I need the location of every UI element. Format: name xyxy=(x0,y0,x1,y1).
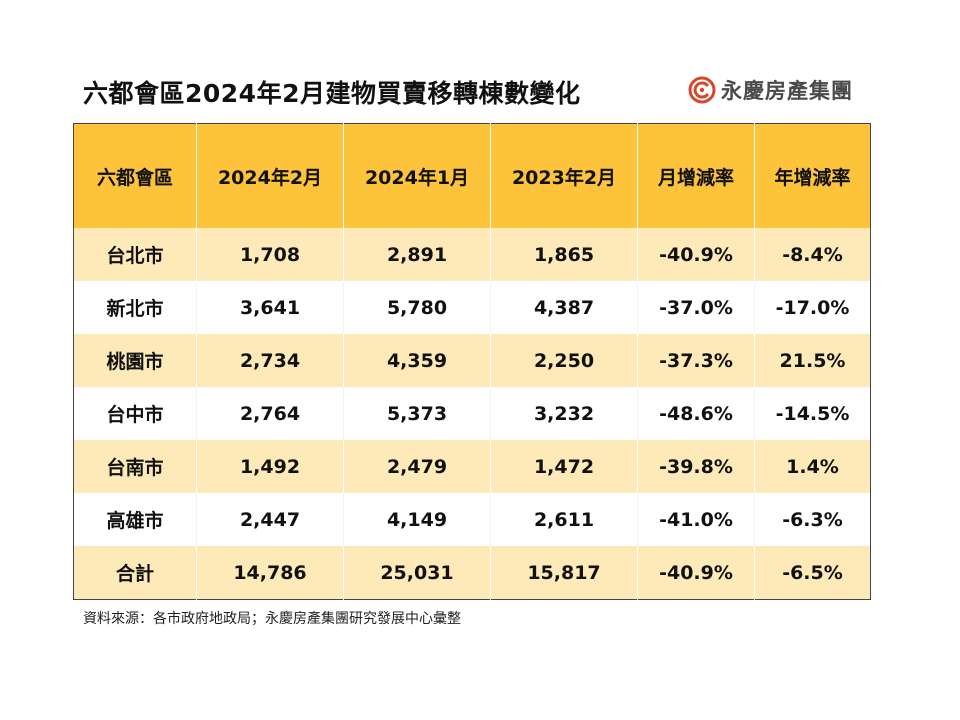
rate-cell: -6.3% xyxy=(754,493,871,546)
rate-cell: -37.3% xyxy=(637,334,755,387)
value-cell: 3,641 xyxy=(196,281,344,334)
value-cell: 1,708 xyxy=(196,228,344,281)
column-header: 2024年1月 xyxy=(343,123,491,228)
total-rate-cell: -40.9% xyxy=(637,546,755,600)
value-cell: 2,479 xyxy=(343,440,491,493)
rate-cell: -37.0% xyxy=(637,281,755,334)
value-cell: 2,764 xyxy=(196,387,344,440)
table-row: 高雄市 2,447 4,149 2,611 -41.0% -6.3% xyxy=(73,493,871,546)
value-cell: 2,250 xyxy=(490,334,638,387)
value-cell: 1,865 xyxy=(490,228,638,281)
value-cell: 4,359 xyxy=(343,334,491,387)
column-header: 六都會區 xyxy=(73,123,197,228)
transfer-table: 六都會區 2024年2月 2024年1月 2023年2月 月增減率 年增減率 台… xyxy=(73,123,871,600)
city-cell: 桃園市 xyxy=(73,334,197,387)
value-cell: 2,734 xyxy=(196,334,344,387)
value-cell: 1,472 xyxy=(490,440,638,493)
table-row: 台中市 2,764 5,373 3,232 -48.6% -14.5% xyxy=(73,387,871,440)
value-cell: 4,149 xyxy=(343,493,491,546)
rate-cell: -40.9% xyxy=(637,228,755,281)
value-cell: 3,232 xyxy=(490,387,638,440)
table-total-row: 合計 14,786 25,031 15,817 -40.9% -6.5% xyxy=(73,546,871,600)
city-cell: 高雄市 xyxy=(73,493,197,546)
brand-logo: 永慶房產集團 xyxy=(688,74,853,106)
rate-cell: -41.0% xyxy=(637,493,755,546)
table-row: 桃園市 2,734 4,359 2,250 -37.3% 21.5% xyxy=(73,334,871,387)
value-cell: 2,891 xyxy=(343,228,491,281)
rate-cell: -39.8% xyxy=(637,440,755,493)
total-rate-cell: -6.5% xyxy=(754,546,871,600)
table-header-row: 六都會區 2024年2月 2024年1月 2023年2月 月增減率 年增減率 xyxy=(73,123,871,228)
value-cell: 1,492 xyxy=(196,440,344,493)
rate-cell: 21.5% xyxy=(754,334,871,387)
value-cell: 2,611 xyxy=(490,493,638,546)
rate-cell: -48.6% xyxy=(637,387,755,440)
value-cell: 5,373 xyxy=(343,387,491,440)
total-value-cell: 25,031 xyxy=(343,546,491,600)
column-header: 年增減率 xyxy=(754,123,871,228)
total-label-cell: 合計 xyxy=(73,546,197,600)
rate-cell: -14.5% xyxy=(754,387,871,440)
table-row: 台南市 1,492 2,479 1,472 -39.8% 1.4% xyxy=(73,440,871,493)
rate-cell: 1.4% xyxy=(754,440,871,493)
yungching-logo-icon xyxy=(688,76,716,104)
table-row: 台北市 1,708 2,891 1,865 -40.9% -8.4% xyxy=(73,228,871,281)
value-cell: 2,447 xyxy=(196,493,344,546)
total-value-cell: 15,817 xyxy=(490,546,638,600)
value-cell: 4,387 xyxy=(490,281,638,334)
city-cell: 台中市 xyxy=(73,387,197,440)
page-title: 六都會區2024年2月建物買賣移轉棟數變化 xyxy=(83,79,581,108)
rate-cell: -8.4% xyxy=(754,228,871,281)
rate-cell: -17.0% xyxy=(754,281,871,334)
column-header: 月增減率 xyxy=(637,123,755,228)
column-header: 2024年2月 xyxy=(196,123,344,228)
city-cell: 台北市 xyxy=(73,228,197,281)
city-cell: 台南市 xyxy=(73,440,197,493)
total-value-cell: 14,786 xyxy=(196,546,344,600)
city-cell: 新北市 xyxy=(73,281,197,334)
column-header: 2023年2月 xyxy=(490,123,638,228)
value-cell: 5,780 xyxy=(343,281,491,334)
source-note: 資料來源：各市政府地政局；永慶房產集團研究發展中心彙整 xyxy=(83,611,461,627)
table-row: 新北市 3,641 5,780 4,387 -37.0% -17.0% xyxy=(73,281,871,334)
brand-name: 永慶房產集團 xyxy=(721,79,853,103)
